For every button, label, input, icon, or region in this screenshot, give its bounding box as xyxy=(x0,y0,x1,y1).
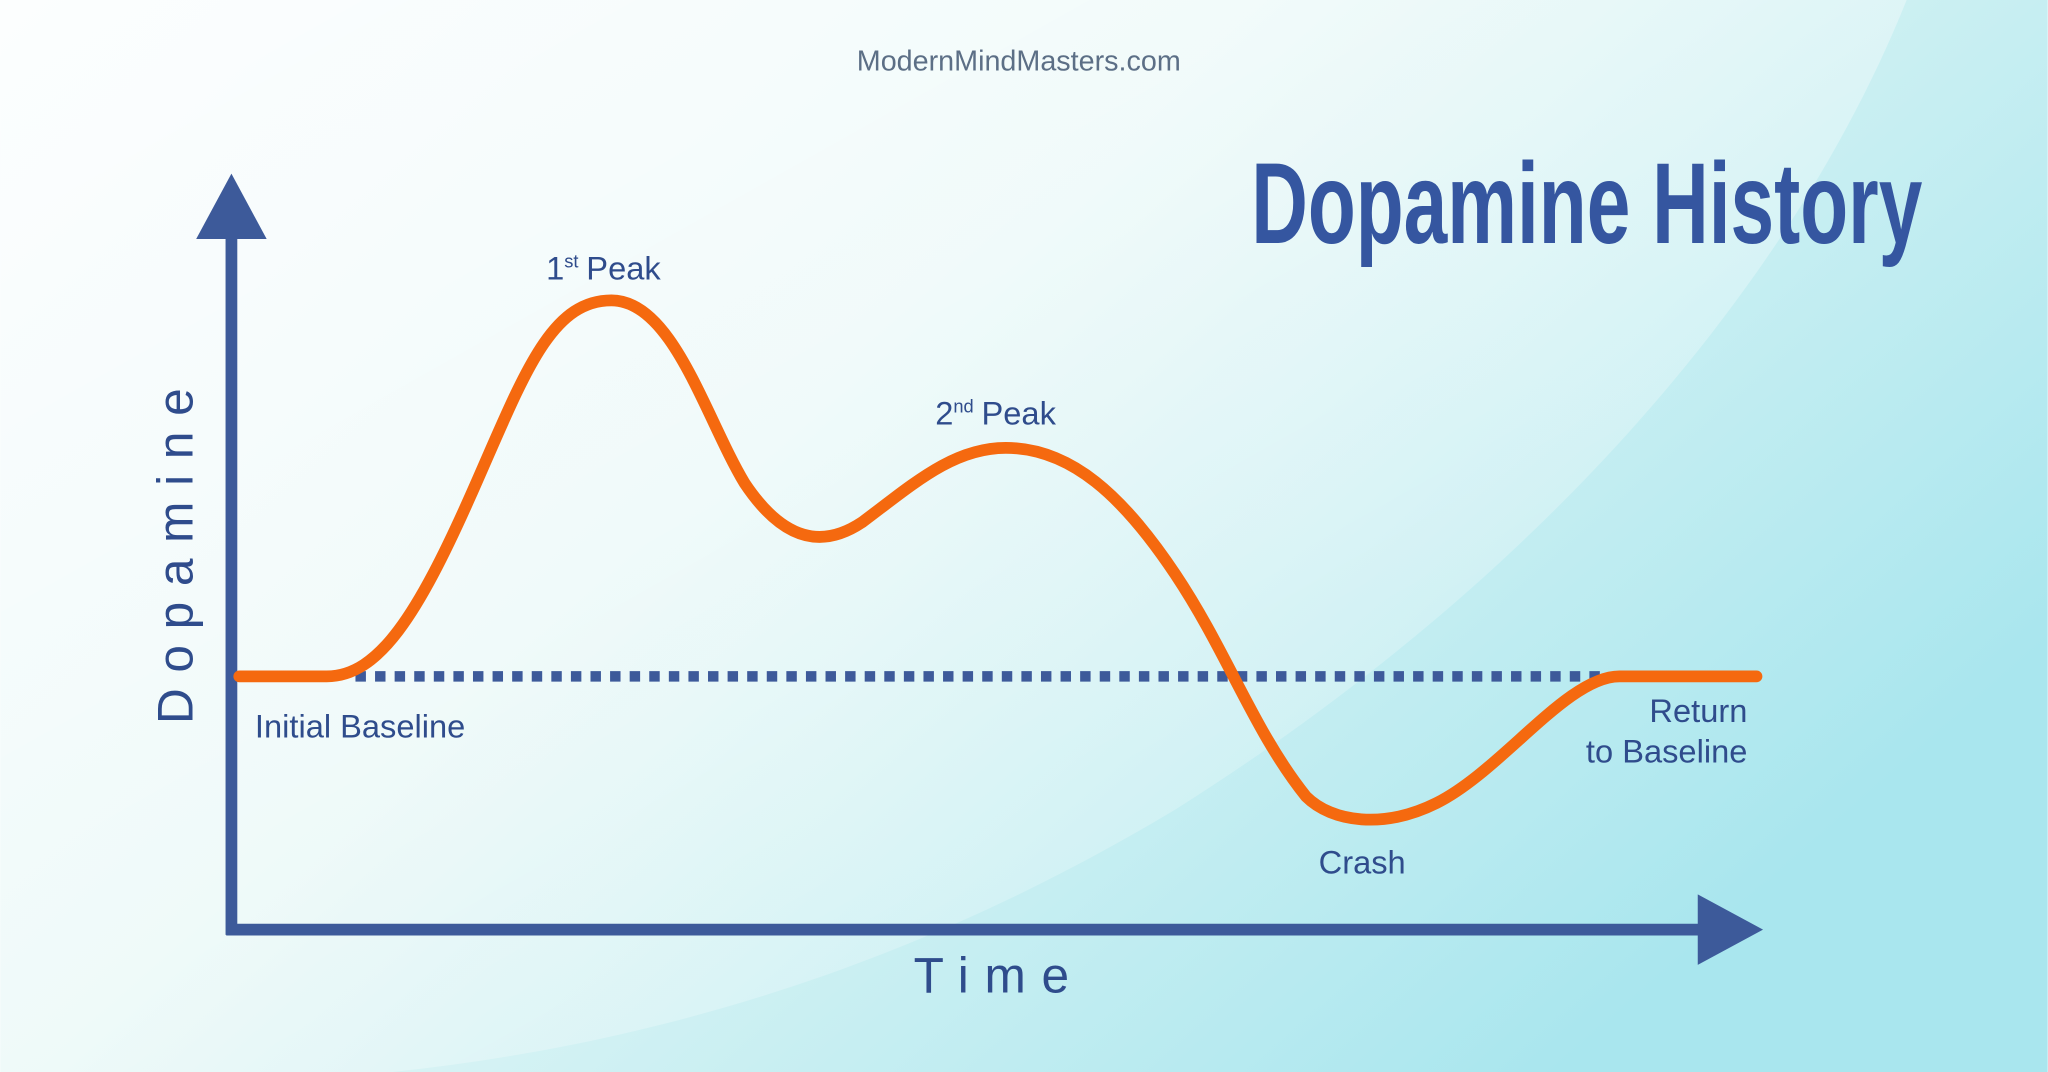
return-label-line1: Return xyxy=(1649,692,1747,729)
site-name: ModernMindMasters.com xyxy=(857,46,1181,78)
y-axis-arrow xyxy=(196,173,267,239)
second-peak-text: Peak xyxy=(982,394,1057,431)
x-axis-label: Time xyxy=(914,947,1085,1003)
first-peak-suffix: st xyxy=(564,251,578,272)
second-peak-suffix: nd xyxy=(953,396,973,417)
return-label-line2: to Baseline xyxy=(1586,733,1747,770)
first-peak-number: 1 xyxy=(546,249,564,286)
initial-baseline-label: Initial Baseline xyxy=(255,708,465,745)
dopamine-curve xyxy=(233,294,1763,826)
first-peak-text: Peak xyxy=(586,249,661,286)
second-peak-label: 2nd Peak xyxy=(935,394,1056,431)
background-sheen xyxy=(0,0,1907,1072)
title: Dopamine History xyxy=(1251,140,1922,268)
crash-label: Crash xyxy=(1319,844,1406,881)
y-axis-label: Dopamine xyxy=(147,373,203,724)
x-axis-arrow xyxy=(1697,894,1764,965)
first-peak-label: 1st Peak xyxy=(546,249,661,286)
second-peak-number: 2 xyxy=(935,394,953,431)
